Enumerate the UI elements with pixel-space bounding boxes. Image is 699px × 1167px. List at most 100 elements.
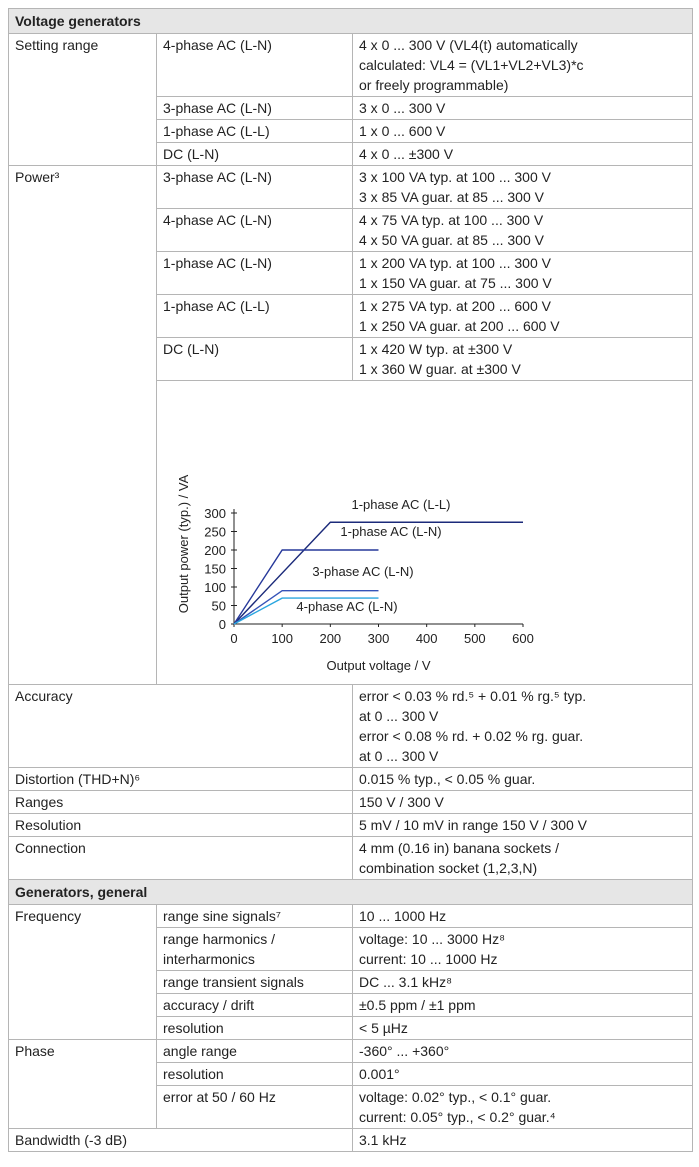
y-tick-label: 0 bbox=[219, 617, 226, 632]
section-header: Voltage generators bbox=[7, 8, 694, 34]
cell-line: range sine signals⁷ bbox=[163, 908, 281, 924]
item-name: 3-phase AC (L-N) bbox=[156, 165, 353, 209]
item-name: 4-phase AC (L-N) bbox=[156, 33, 353, 97]
x-tick-label: 200 bbox=[319, 631, 341, 646]
cell-line: 3-phase AC (L-N) bbox=[163, 100, 272, 116]
item-value: DC ... 3.1 kHz⁸ bbox=[351, 970, 694, 994]
cell-line: 0.015 % typ., < 0.05 % guar. bbox=[359, 771, 536, 787]
row-label: Power³ bbox=[8, 165, 157, 685]
cell-line: accuracy / drift bbox=[163, 997, 255, 1013]
row-value: 0.015 % typ., < 0.05 % guar. bbox=[351, 767, 694, 791]
cell-line: 150 V / 300 V bbox=[359, 794, 444, 810]
cell-line: at 0 ... 300 V bbox=[359, 708, 439, 724]
cell-line: current: 10 ... 1000 Hz bbox=[359, 951, 498, 967]
table-body: Voltage generators Setting range 4-phase A… bbox=[7, 8, 694, 1152]
spec-row: DC (L-N) 1 x 420 W typ. at ±300 V 1 x 360 … bbox=[9, 337, 694, 381]
spec-row: range transient signals DC ... 3.1 kHz⁸ bbox=[9, 970, 694, 994]
series-line bbox=[233, 521, 523, 625]
cell-line: calculated: VL4 = (VL1+VL2+VL3)*c bbox=[359, 57, 584, 73]
item-name: DC (L-N) bbox=[156, 142, 353, 166]
item-name: resolution bbox=[156, 1062, 353, 1086]
row-value: 150 V / 300 V bbox=[351, 790, 694, 814]
cell-line: DC (L-N) bbox=[163, 146, 219, 162]
item-value: 4 x 75 VA typ. at 100 ... 300 V 4 x 50 VA… bbox=[351, 208, 694, 252]
spec-sheet: Voltage generators Setting range 4-phase A… bbox=[7, 8, 694, 1152]
cell-text: Setting range bbox=[15, 37, 99, 53]
cell-line: 3-phase AC (L-N) bbox=[163, 169, 272, 185]
row-label: Accuracy bbox=[8, 684, 353, 768]
cell-line: interharmonics bbox=[163, 951, 255, 967]
item-value: 1 x 200 VA typ. at 100 ... 300 V 1 x 150 … bbox=[351, 251, 694, 295]
series-label: 3-phase AC (L-N) bbox=[312, 564, 413, 579]
spec-row: range harmonics / interharmonics voltage: … bbox=[9, 927, 694, 971]
cell-line: voltage: 10 ... 3000 Hz⁸ bbox=[359, 931, 505, 947]
cell-line: 4 x 75 VA typ. at 100 ... 300 V bbox=[359, 212, 544, 228]
cell-line: ±0.5 ppm / ±1 ppm bbox=[359, 997, 476, 1013]
item-value: 3 x 100 VA typ. at 100 ... 300 V 3 x 85 V… bbox=[351, 165, 694, 209]
cell-text: Power³ bbox=[15, 169, 60, 185]
item-name: 4-phase AC (L-N) bbox=[156, 208, 353, 252]
row-value: 4 mm (0.16 in) banana sockets / combinati… bbox=[351, 836, 694, 880]
x-tick-label: 500 bbox=[464, 631, 486, 646]
cell-text: Distortion (THD+N)⁶ bbox=[15, 771, 141, 787]
x-tick-label: 0 bbox=[230, 631, 237, 646]
x-tick-label: 600 bbox=[512, 631, 534, 646]
item-value: 4 x 0 ... ±300 V bbox=[351, 142, 694, 166]
item-name: 1-phase AC (L-N) bbox=[156, 251, 353, 295]
power-chart: 0 50 100 150 200 250 300 0 100 200 300 400 500 600 Out… bbox=[176, 474, 534, 673]
spec-row: 3-phase AC (L-N) 3 x 0 ... 300 V bbox=[9, 96, 694, 120]
cell-line: error at 50 / 60 Hz bbox=[163, 1089, 276, 1105]
spec-row: resolution 0.001° bbox=[9, 1062, 694, 1086]
spec-row: accuracy / drift ±0.5 ppm / ±1 ppm bbox=[9, 993, 694, 1017]
spec-row: Distortion (THD+N)⁶ 0.015 % typ., < 0.05 … bbox=[8, 767, 694, 791]
item-value: voltage: 0.02° typ., < 0.1° guar. current… bbox=[351, 1085, 694, 1129]
cell-text: Frequency bbox=[15, 908, 82, 924]
y-tick-label: 300 bbox=[204, 506, 226, 521]
cell-line: 5 mV / 10 mV in range 150 V / 300 V bbox=[359, 817, 588, 833]
row-label: Bandwidth (-3 dB) bbox=[8, 1128, 353, 1152]
spec-row: Connection 4 mm (0.16 in) banana sockets … bbox=[8, 836, 694, 880]
y-tick-label: 150 bbox=[204, 562, 226, 577]
y-tick-label: 200 bbox=[204, 543, 226, 558]
item-value: -360° ... +360° bbox=[351, 1039, 694, 1063]
spec-row: Setting range 4-phase AC (L-N) 4 x 0 ... 3… bbox=[8, 33, 694, 166]
item-name: range sine signals⁷ bbox=[156, 904, 353, 928]
cell-line: 3 x 0 ... 300 V bbox=[359, 100, 446, 116]
chart-cell: 0 50 100 150 200 250 300 0 100 200 300 400 500 600 Out… bbox=[155, 380, 694, 685]
item-value: ±0.5 ppm / ±1 ppm bbox=[351, 993, 694, 1017]
spec-row: Ranges 150 V / 300 V bbox=[8, 790, 694, 814]
spec-table: Voltage generators Setting range 4-phase A… bbox=[7, 8, 694, 1152]
cell-line: 4-phase AC (L-N) bbox=[163, 212, 272, 228]
row-value: 5 mV / 10 mV in range 150 V / 300 V bbox=[351, 813, 694, 837]
cell-line: < 5 µHz bbox=[359, 1020, 408, 1036]
series-line bbox=[233, 589, 379, 625]
item-name: error at 50 / 60 Hz bbox=[156, 1085, 353, 1129]
cell-line: at 0 ... 300 V bbox=[359, 748, 439, 764]
item-name: 3-phase AC (L-N) bbox=[156, 96, 353, 120]
spec-row: DC (L-N) 4 x 0 ... ±300 V bbox=[9, 142, 694, 166]
item-value: 1 x 275 VA typ. at 200 ... 600 V 1 x 250 … bbox=[351, 294, 694, 338]
cell-line: 4 mm (0.16 in) banana sockets / bbox=[359, 840, 559, 856]
cell-line: 3.1 kHz bbox=[359, 1132, 407, 1148]
cell-text: Resolution bbox=[15, 817, 82, 833]
x-tick-label: 300 bbox=[368, 631, 390, 646]
cell-line: range transient signals bbox=[163, 974, 304, 990]
cell-line: 1 x 360 W guar. at ±300 V bbox=[359, 361, 521, 377]
y-tick-label: 50 bbox=[212, 599, 226, 614]
cell-text: Accuracy bbox=[15, 688, 73, 704]
row-label: Frequency bbox=[8, 904, 157, 1040]
item-value: 3 x 0 ... 300 V bbox=[351, 96, 694, 120]
item-name: accuracy / drift bbox=[156, 993, 353, 1017]
y-axis-label: Output power (typ.) / VA bbox=[176, 474, 191, 613]
series-label: 1-phase AC (L-L) bbox=[352, 497, 451, 512]
spec-row: Phase angle range -360° ... +360° bbox=[8, 1039, 694, 1129]
item-name: range transient signals bbox=[156, 970, 353, 994]
cell-line: 3 x 85 VA guar. at 85 ... 300 V bbox=[359, 189, 544, 205]
cell-line: 1 x 200 VA typ. at 100 ... 300 V bbox=[359, 255, 551, 271]
item-value: voltage: 10 ... 3000 Hz⁸ current: 10 ... … bbox=[351, 927, 694, 971]
row-label: Distortion (THD+N)⁶ bbox=[8, 767, 353, 791]
cell-line: 1 x 420 W typ. at ±300 V bbox=[359, 341, 513, 357]
item-value: 0.001° bbox=[351, 1062, 694, 1086]
cell-line: error < 0.03 % rd.⁵ + 0.01 % rg.⁵ typ. bbox=[359, 688, 587, 704]
